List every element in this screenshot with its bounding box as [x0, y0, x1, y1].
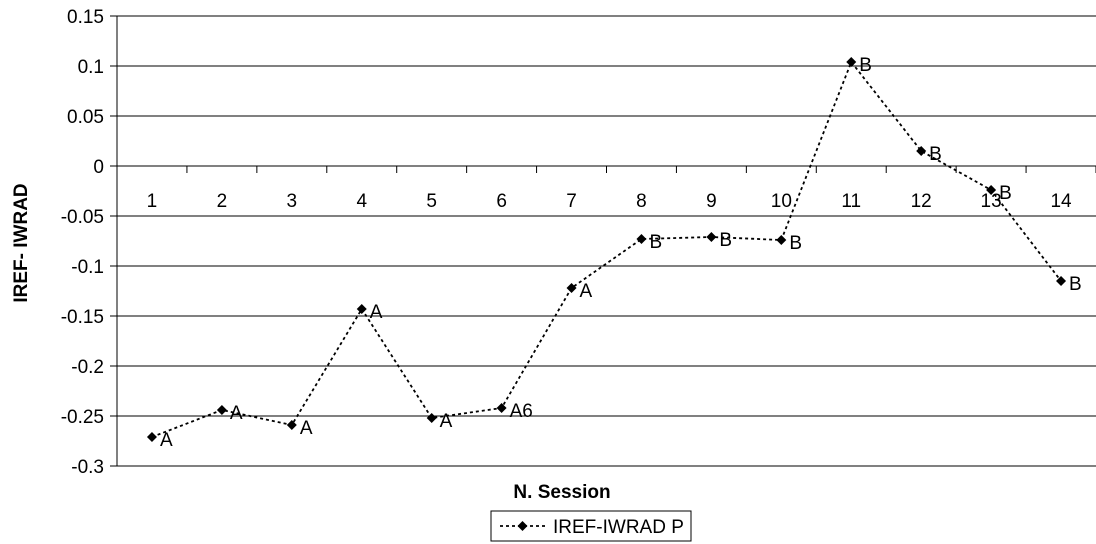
data-point-label: B: [719, 230, 732, 251]
x-tick-label: 11: [841, 191, 861, 212]
data-point-diamond: [426, 413, 437, 423]
data-point-label: A: [230, 403, 243, 424]
x-tick-label: 7: [566, 191, 577, 212]
y-tick-label: -0.15: [61, 307, 104, 328]
data-point-diamond: [636, 234, 647, 244]
gridlines: [117, 15, 1096, 467]
data-point-diamond: [146, 432, 157, 442]
y-tick-label: 0.05: [67, 107, 104, 128]
point-labels: A A A A A A6 A B B B B B B B: [160, 55, 1082, 451]
y-tick-label: -0.05: [61, 207, 104, 228]
x-axis-title: N. Session: [513, 482, 610, 503]
x-tick-label: 4: [356, 191, 367, 212]
data-point-label: A6: [510, 401, 533, 422]
legend: IREF-IWRAD P: [490, 510, 692, 542]
series-group: [146, 57, 1067, 442]
series-line: [151, 60, 1062, 438]
data-point-label: A: [300, 418, 313, 439]
data-point-label: A: [160, 430, 173, 451]
y-tick-label: -0.1: [71, 257, 104, 278]
data-point-diamond: [776, 235, 787, 245]
data-point-diamond: [706, 232, 717, 242]
data-point-label: B: [1069, 274, 1082, 295]
y-tick-label: 0.15: [67, 7, 104, 28]
axes: [110, 15, 1096, 467]
data-point-label: B: [649, 232, 662, 253]
y-tick-label: 0.1: [78, 57, 104, 78]
y-axis-title: IREF- IWRAD: [11, 183, 32, 302]
y-tick-label: -0.3: [71, 457, 104, 478]
data-point-diamond: [846, 57, 857, 67]
legend-marker-diamond-icon: [517, 521, 528, 531]
x-tick-label: 6: [496, 191, 507, 212]
data-point-diamond: [986, 185, 997, 195]
data-point-diamond: [216, 405, 227, 415]
data-point-label: B: [999, 183, 1012, 204]
y-tick-label: 0: [93, 157, 104, 178]
data-point-label: B: [859, 55, 872, 76]
data-point-diamond: [916, 146, 927, 156]
x-tick-label: 8: [636, 191, 647, 212]
x-tick-labels: 1 2 3 4 5 6 7 8 9 10 11 12 13 14: [147, 191, 1072, 212]
x-tick-label: 14: [1050, 191, 1072, 212]
y-tick-labels: 0.15 0.1 0.05 0 -0.05 -0.1 -0.15 -0.2 -0.25 -0.3: [61, 7, 104, 478]
data-point-diamond: [496, 403, 507, 413]
x-tick-label: 5: [426, 191, 437, 212]
x-tick-label: 12: [911, 191, 932, 212]
data-point-diamond: [286, 420, 297, 430]
x-tick-label: 2: [217, 191, 228, 212]
x-tick-label: 1: [147, 191, 158, 212]
data-point-label: B: [789, 233, 802, 254]
data-point-diamond: [1056, 276, 1067, 286]
data-point-label: A: [580, 281, 593, 302]
x-tick-label: 10: [771, 191, 792, 212]
data-point-diamond: [356, 304, 367, 314]
y-tick-label: -0.25: [61, 407, 104, 428]
data-point-label: A: [370, 302, 383, 323]
data-point-diamond: [566, 283, 577, 293]
data-point-label: A: [440, 411, 453, 432]
y-tick-label: -0.2: [71, 357, 104, 378]
x-tick-label: 9: [706, 191, 717, 212]
data-point-label: B: [929, 144, 942, 165]
x-tick-label: 3: [287, 191, 298, 212]
legend-label: IREF-IWRAD P: [553, 517, 684, 538]
